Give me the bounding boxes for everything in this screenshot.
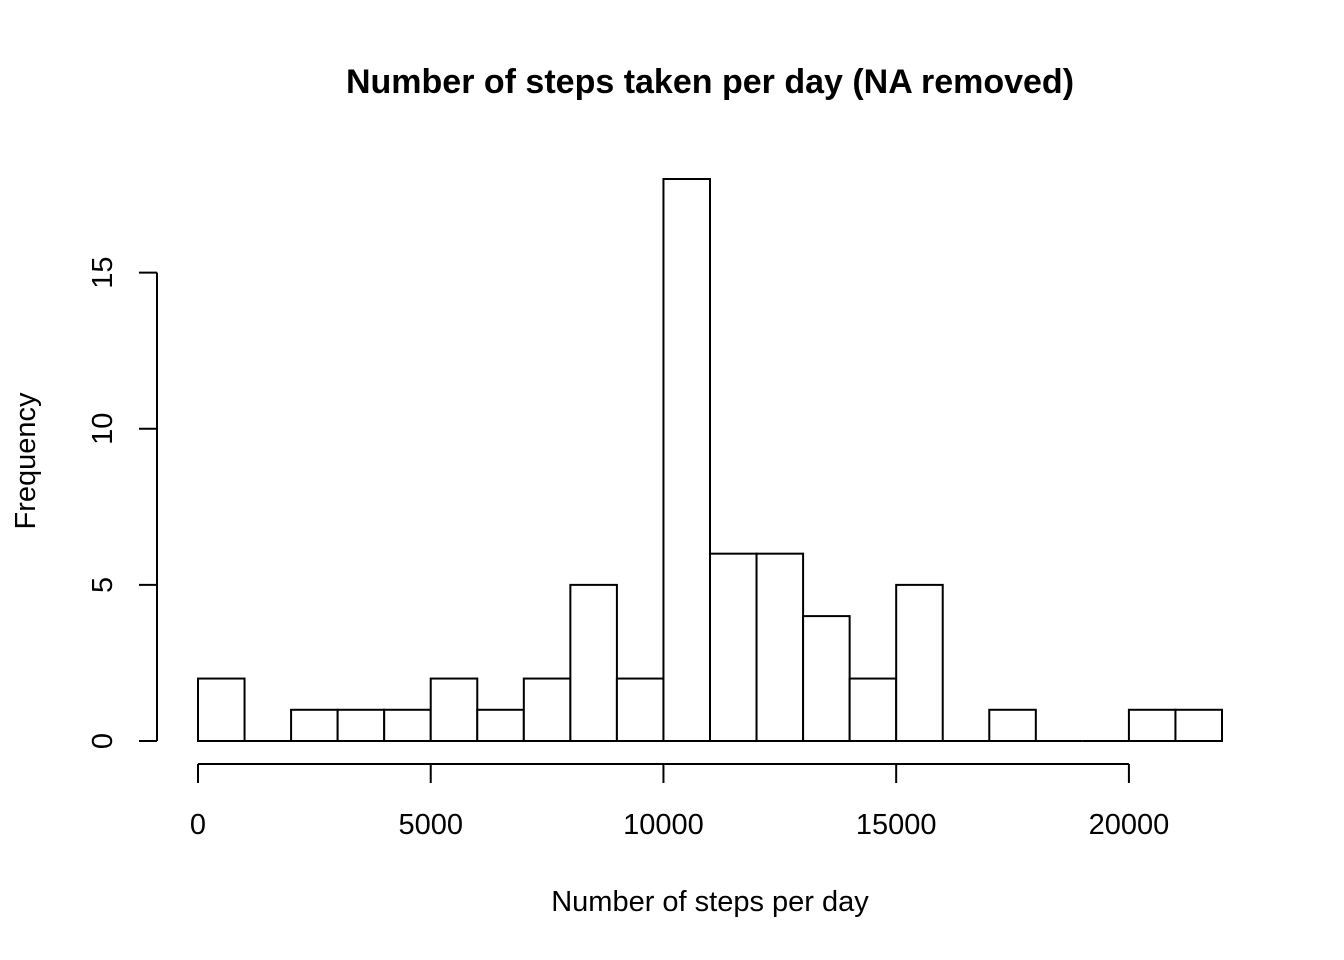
x-tick-label: 0 [190,809,206,841]
x-tick-label: 15000 [856,809,937,841]
histogram-bar [383,708,432,742]
histogram-bar [802,615,851,742]
y-axis: 0 5 10 15 [87,257,158,749]
histogram-bar [1174,708,1224,742]
y-tick-label: 15 [87,257,119,289]
histogram-bar [988,708,1037,742]
histogram-bar [290,708,339,742]
histogram-bar [755,552,805,743]
y-tick-label: 10 [87,413,119,445]
histogram-bar [662,178,711,742]
histogram-bar [429,677,479,742]
x-axis-label: Number of steps per day [551,886,869,918]
bars-group [197,178,1224,743]
y-tick-label: 0 [87,733,119,749]
histogram-bar [336,708,386,742]
histogram-bar [476,708,525,742]
histogram-bar [709,552,758,743]
histogram-bar [895,583,944,743]
histogram-bar [615,677,665,742]
y-tick-label: 5 [87,577,119,593]
histogram-bar [522,677,572,742]
histogram-bar [1127,708,1177,742]
chart-title: Number of steps taken per day (NA remove… [346,63,1074,101]
x-tick-label: 5000 [398,809,463,841]
y-axis-label: Frequency [10,392,42,530]
histogram-bar [197,677,246,742]
x-tick-label: 20000 [1089,809,1170,841]
histogram-bar [569,583,618,743]
x-axis: 0 5000 10000 15000 20000 [190,763,1170,841]
x-tick-label: 10000 [623,809,704,841]
histogram-bar [848,677,898,742]
